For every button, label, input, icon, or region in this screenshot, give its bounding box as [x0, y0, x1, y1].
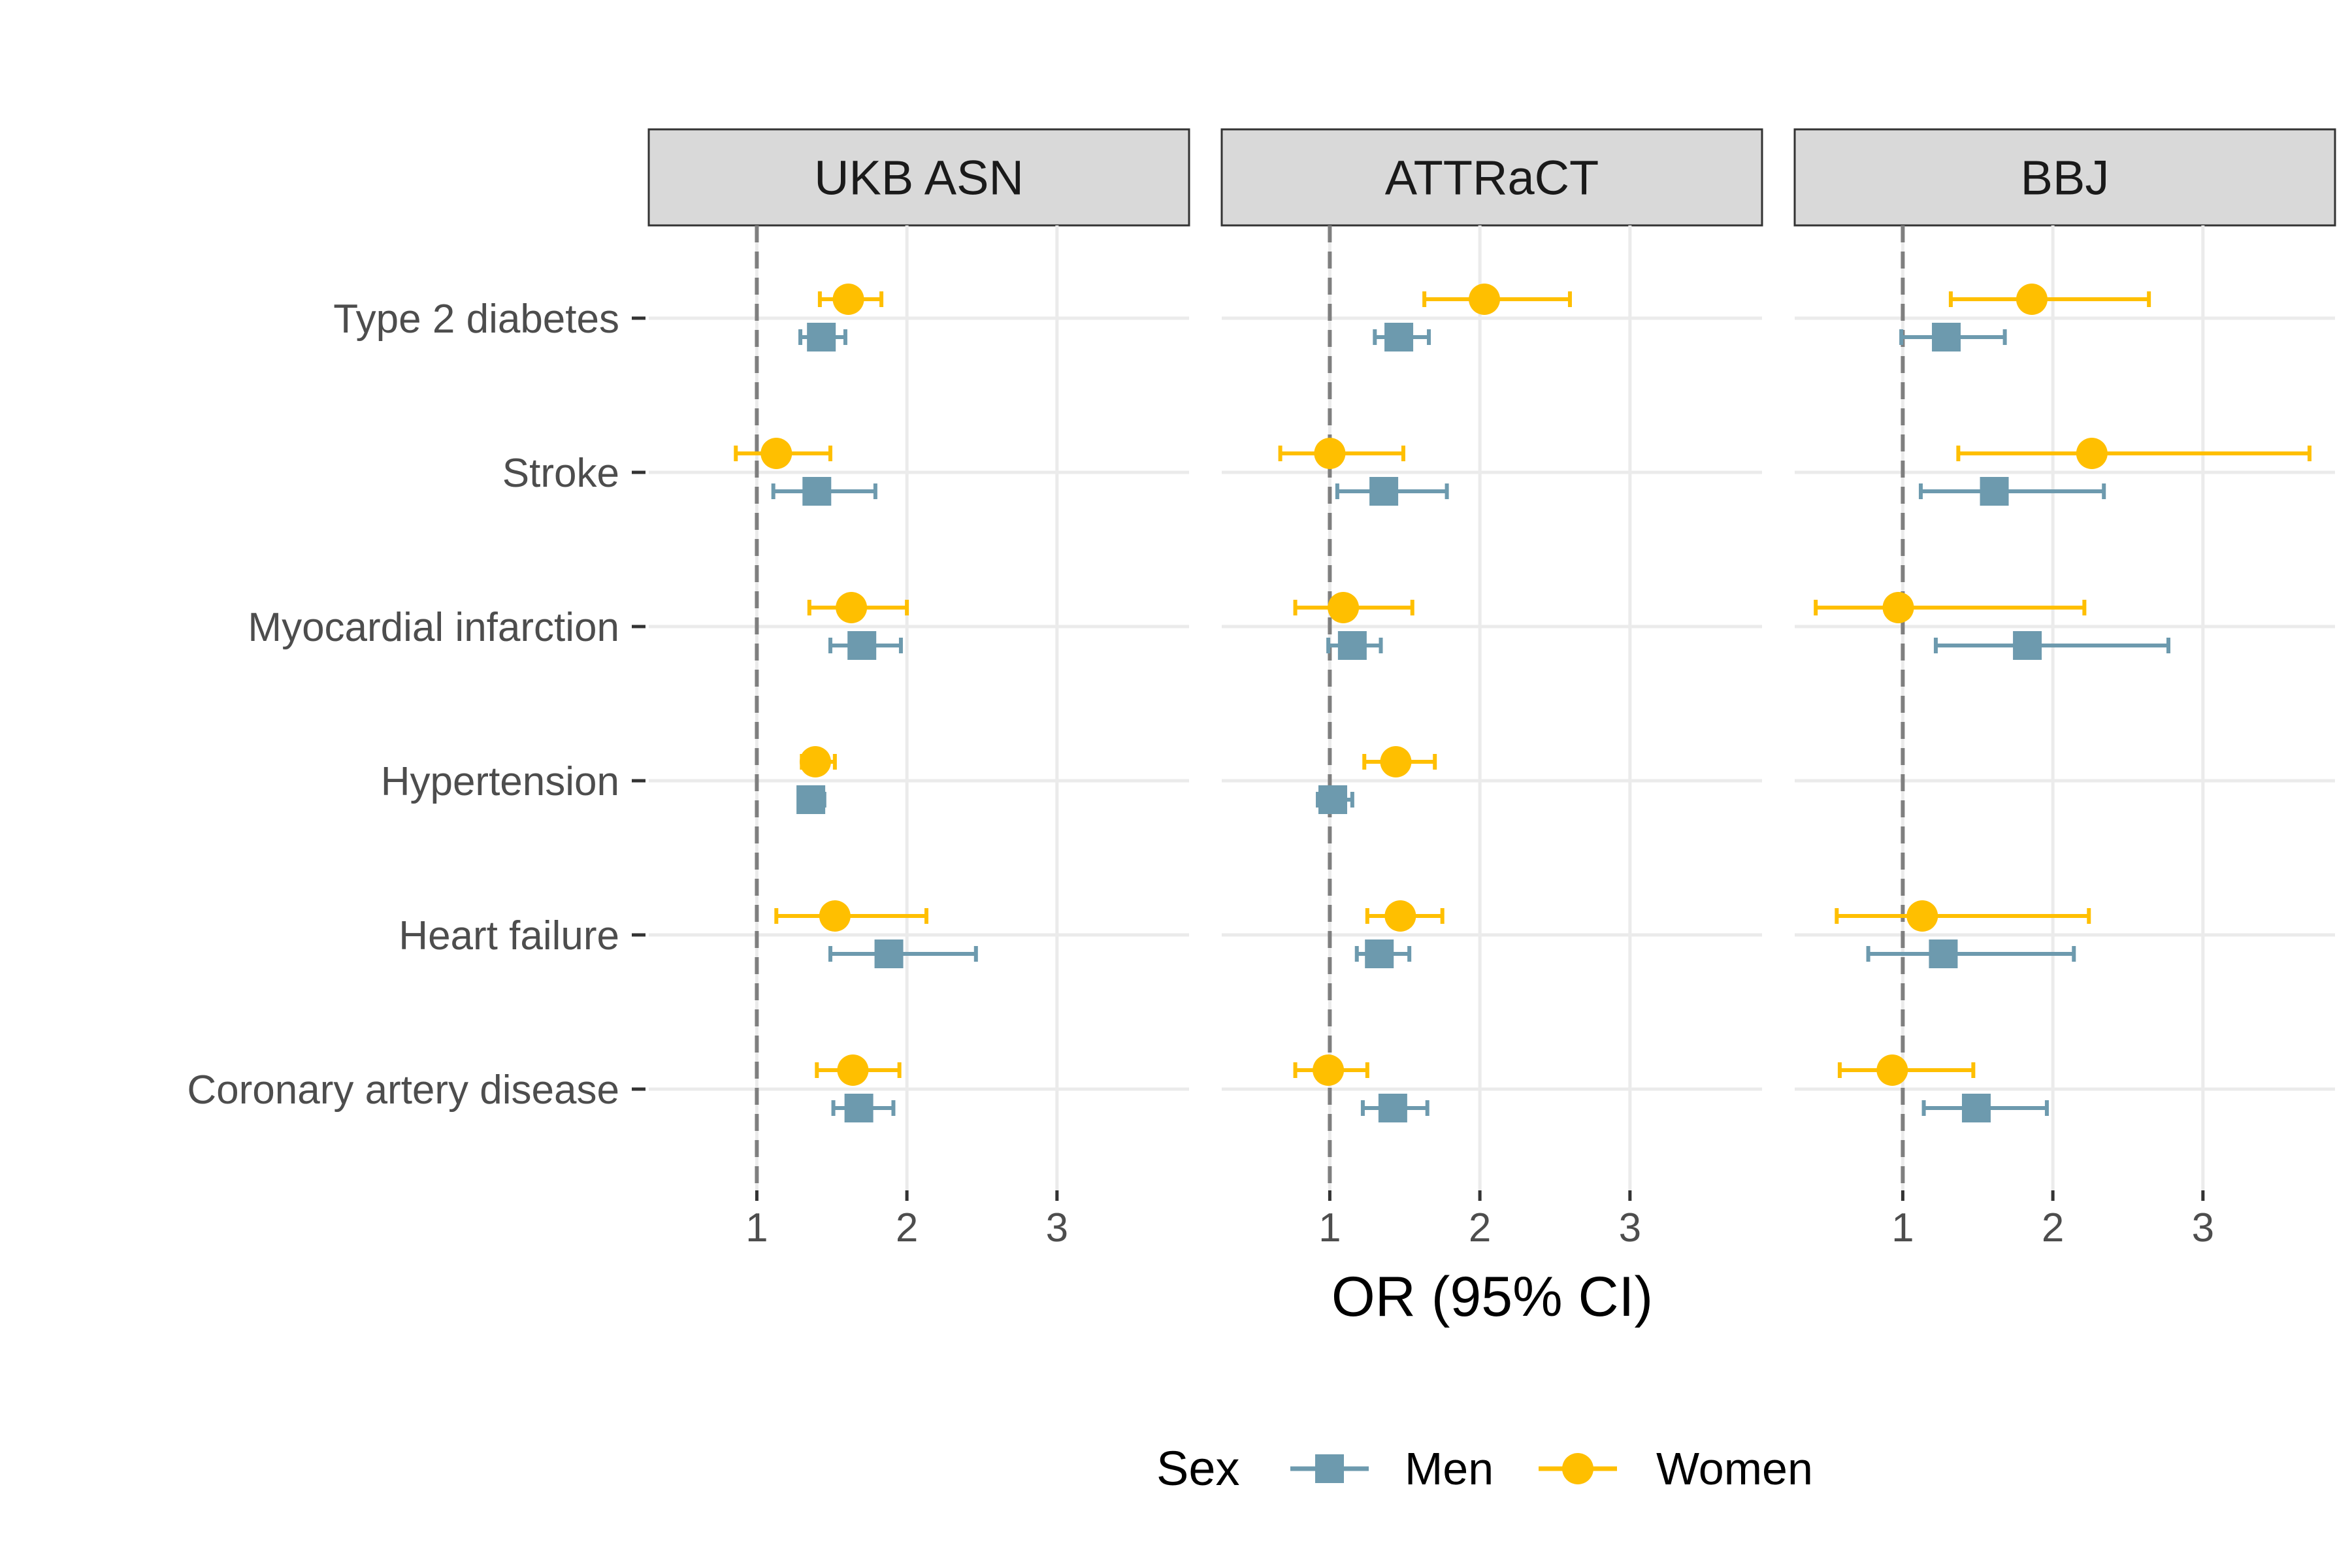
panel-strip-attract: [1220, 128, 1763, 227]
point-men-stroke: [1369, 477, 1399, 506]
point-women-coronary-artery-disease: [1313, 1054, 1345, 1086]
point-women-hypertension: [799, 746, 831, 777]
x-tick-label: 2: [896, 1205, 918, 1250]
legend-title: Sex: [1156, 1441, 1240, 1495]
point-men-coronary-artery-disease: [1961, 1094, 1991, 1122]
x-tick-label: 3: [1046, 1205, 1068, 1250]
panel-strip-ukb-asn: [647, 128, 1190, 227]
panel-title-bbj: BBJ: [2021, 151, 2110, 205]
y-tick-label-myocardial-infarction: Myocardial infarction: [248, 605, 619, 650]
point-women-stroke: [2076, 438, 2108, 469]
x-tick-label: 2: [2042, 1205, 2064, 1250]
panel-title-attract: ATTRaCT: [1385, 151, 1599, 205]
point-women-coronary-artery-disease: [837, 1054, 869, 1086]
y-axis: Type 2 diabetes Stroke Myocardial infarcti…: [187, 297, 645, 1113]
panel-bbj: BBJ 1 2 3: [1793, 128, 2336, 1250]
point-women-heart-failure: [1384, 900, 1416, 932]
x-tick-label: 1: [1318, 1205, 1341, 1250]
point-men-heart-failure: [874, 939, 904, 968]
series-men-ukb-asn: [771, 323, 978, 1122]
point-women-stroke: [760, 438, 792, 469]
point-men-type-2-diabetes: [1932, 323, 1961, 351]
x-tick-label: 2: [1469, 1205, 1491, 1250]
legend: Sex Men Women: [1156, 1441, 1813, 1495]
series-men-bbj: [1866, 323, 2171, 1122]
point-women-myocardial-infarction: [1328, 592, 1360, 623]
point-women-hypertension: [1380, 746, 1412, 777]
y-tick-label-heart-failure: Heart failure: [399, 913, 619, 958]
point-women-stroke: [1314, 438, 1346, 469]
point-men-hypertension: [1318, 785, 1347, 814]
x-tick-label: 3: [2192, 1205, 2214, 1250]
legend-label-men: Men: [1405, 1443, 1494, 1494]
point-men-stroke: [1980, 477, 2009, 506]
point-men-coronary-artery-disease: [844, 1094, 874, 1122]
x-tick-label: 1: [745, 1205, 768, 1250]
legend-label-women: Women: [1656, 1443, 1813, 1494]
panel-strip-bbj: [1793, 128, 2336, 227]
panel-attract: ATTRaCT 1 2 3: [1220, 128, 1763, 1250]
legend-key-marker-men: [1315, 1454, 1344, 1483]
point-men-type-2-diabetes: [1384, 323, 1414, 351]
point-men-myocardial-infarction: [2013, 631, 2042, 660]
panel-ukb-asn: UKB ASN 1 2 3: [647, 128, 1190, 1250]
point-women-coronary-artery-disease: [1876, 1054, 1908, 1086]
panels: UKB ASN 1 2 3 ATTRaCT 1 2 3 BBJ 1 2 3: [647, 128, 2336, 1250]
y-tick-label-hypertension: Hypertension: [381, 759, 619, 804]
point-men-type-2-diabetes: [807, 323, 836, 351]
point-women-type-2-diabetes: [1469, 284, 1501, 315]
point-men-coronary-artery-disease: [1378, 1094, 1407, 1122]
point-men-myocardial-infarction: [847, 631, 877, 660]
point-men-stroke: [802, 477, 832, 506]
point-women-type-2-diabetes: [832, 284, 864, 315]
series-women-ukb-asn: [734, 284, 928, 1086]
series-men-attract: [1316, 323, 1449, 1122]
point-men-myocardial-infarction: [1337, 631, 1367, 660]
point-women-myocardial-infarction: [836, 592, 868, 623]
legend-key-marker-women: [1562, 1453, 1593, 1484]
point-men-hypertension: [796, 785, 826, 814]
y-tick-label-stroke: Stroke: [502, 451, 619, 496]
y-tick-label-coronary-artery-disease: Coronary artery disease: [187, 1068, 619, 1113]
y-tick-label-type-2-diabetes: Type 2 diabetes: [333, 297, 619, 342]
x-tick-label: 1: [1891, 1205, 1914, 1250]
x-tick-label: 3: [1619, 1205, 1641, 1250]
point-men-heart-failure: [1929, 939, 1958, 968]
series-women-attract: [1278, 284, 1572, 1086]
point-women-myocardial-infarction: [1882, 592, 1914, 623]
series-women-bbj: [1814, 284, 2311, 1086]
point-men-heart-failure: [1365, 939, 1394, 968]
x-axis-label: OR (95% CI): [1331, 1266, 1653, 1328]
point-women-heart-failure: [1906, 900, 1938, 932]
point-women-heart-failure: [819, 900, 851, 932]
point-women-type-2-diabetes: [2016, 284, 2048, 315]
panel-title-ukb-asn: UKB ASN: [814, 151, 1024, 205]
